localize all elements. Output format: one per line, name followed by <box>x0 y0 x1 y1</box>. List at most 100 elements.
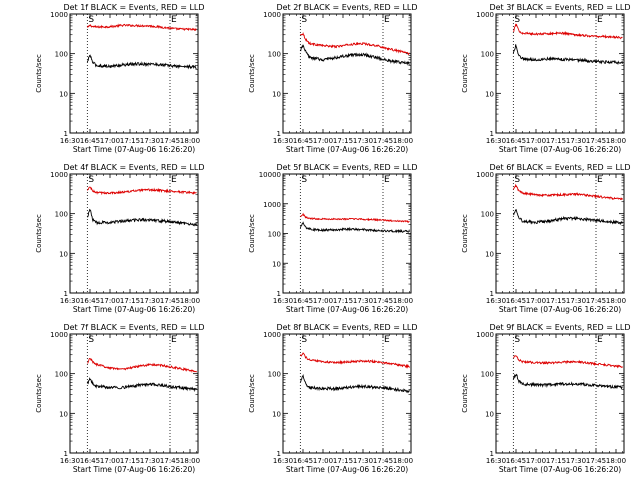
y-axis-label: Counts/sec <box>248 54 256 93</box>
x-tick-label: 17:00 <box>526 297 546 305</box>
x-tick-label: 17:45 <box>373 137 393 145</box>
x-tick-label: 18:00 <box>180 137 200 145</box>
x-tick-label: 18:00 <box>180 297 200 305</box>
marker-label-s: S <box>514 335 520 345</box>
x-tick-label: 16:45 <box>80 297 100 305</box>
marker-label-s: S <box>88 335 94 345</box>
y-tick-label: 1000 <box>476 331 494 339</box>
x-tick-label: 17:15 <box>333 137 353 145</box>
x-tick-label: 17:00 <box>100 137 120 145</box>
x-tick-label: 16:30 <box>273 297 293 305</box>
y-tick-label: 1 <box>64 290 68 298</box>
x-tick-label: 16:30 <box>486 457 506 465</box>
x-tick-label: 18:00 <box>393 457 413 465</box>
x-tick-label: 17:15 <box>120 457 140 465</box>
panel-2: Det 2f BLACK = Events, RED = LLD Counts/s… <box>248 3 418 154</box>
y-tick-label: 1000 <box>263 201 281 209</box>
panel-title: Det 1f BLACK = Events, RED = LLD <box>63 3 204 12</box>
x-tick-label: 16:30 <box>273 457 293 465</box>
y-tick-label: 1000 <box>50 171 68 179</box>
x-tick-label: 17:15 <box>546 457 566 465</box>
panel-7: Det 7f BLACK = Events, RED = LLD Counts/s… <box>35 323 205 474</box>
events-series-line <box>300 44 410 66</box>
panel-9: Det 9f BLACK = Events, RED = LLD Counts/s… <box>461 323 631 474</box>
plot-frame <box>282 333 412 454</box>
x-tick-label: 17:45 <box>586 137 606 145</box>
x-tick-label: 17:00 <box>526 457 546 465</box>
y-tick-label: 1 <box>277 290 281 298</box>
x-axis-label: Start Time (07-Aug-06 16:26:20) <box>286 305 408 314</box>
x-tick-label: 17:45 <box>160 297 180 305</box>
marker-label-e: E <box>384 335 390 345</box>
y-axis-label: Counts/sec <box>248 214 256 253</box>
x-tick-label: 17:00 <box>526 137 546 145</box>
marker-label-e: E <box>597 175 603 185</box>
x-tick-label: 16:45 <box>506 137 526 145</box>
y-tick-label: 1 <box>490 290 494 298</box>
marker-label-s: S <box>514 175 520 185</box>
x-tick-label: 16:45 <box>506 457 526 465</box>
x-axis-label: Start Time (07-Aug-06 16:26:20) <box>499 465 621 474</box>
panel-title: Det 6f BLACK = Events, RED = LLD <box>489 163 630 172</box>
plot-frame <box>495 173 625 294</box>
marker-label-s: S <box>301 335 307 345</box>
y-tick-label: 10 <box>272 410 281 418</box>
marker-label-s: S <box>301 175 307 185</box>
panel-4: Det 4f BLACK = Events, RED = LLD Counts/s… <box>35 163 205 314</box>
y-tick-label: 10 <box>272 90 281 98</box>
y-tick-label: 1000 <box>476 11 494 19</box>
lld-series-line <box>512 183 623 201</box>
events-series-line <box>513 208 623 226</box>
y-tick-label: 100 <box>268 231 281 239</box>
panel-3: Det 3f BLACK = Events, RED = LLD Counts/s… <box>461 3 631 154</box>
y-tick-label: 100 <box>481 371 494 379</box>
x-tick-label: 18:00 <box>393 297 413 305</box>
events-series-line <box>299 373 410 394</box>
panel-title: Det 4f BLACK = Events, RED = LLD <box>63 163 204 172</box>
x-axis-label: Start Time (07-Aug-06 16:26:20) <box>499 145 621 154</box>
panel-title: Det 2f BLACK = Events, RED = LLD <box>276 3 417 12</box>
plot-frame <box>69 13 199 134</box>
plot-frame <box>495 333 625 454</box>
x-axis-label: Start Time (07-Aug-06 16:26:20) <box>286 145 408 154</box>
x-tick-label: 16:45 <box>293 297 313 305</box>
y-tick-label: 100 <box>55 371 68 379</box>
marker-label-s: S <box>88 15 94 25</box>
y-tick-label: 1 <box>64 130 68 138</box>
y-tick-label: 1 <box>277 450 281 458</box>
y-tick-label: 10 <box>59 90 68 98</box>
x-tick-label: 17:30 <box>566 137 586 145</box>
x-tick-label: 16:45 <box>293 457 313 465</box>
x-tick-label: 16:45 <box>506 297 526 305</box>
plot-frame <box>69 173 199 294</box>
y-tick-label: 10 <box>485 410 494 418</box>
marker-label-s: S <box>301 15 307 25</box>
x-tick-label: 16:45 <box>80 457 100 465</box>
lld-series-line <box>300 31 410 56</box>
plot-frame <box>282 173 412 294</box>
y-tick-label: 100 <box>55 51 68 59</box>
x-tick-label: 17:30 <box>140 457 160 465</box>
marker-label-e: E <box>384 15 390 25</box>
panel-title: Det 5f BLACK = Events, RED = LLD <box>276 163 417 172</box>
events-series-line <box>87 208 197 227</box>
y-tick-label: 1 <box>490 450 494 458</box>
plot-frame <box>282 13 412 134</box>
x-tick-label: 17:15 <box>333 457 353 465</box>
y-tick-label: 10 <box>272 260 281 268</box>
x-tick-label: 17:30 <box>353 457 373 465</box>
lld-series-line <box>86 23 197 32</box>
y-axis-label: Counts/sec <box>35 214 43 253</box>
x-tick-label: 17:00 <box>100 297 120 305</box>
y-tick-label: 1000 <box>50 331 68 339</box>
x-tick-label: 16:45 <box>80 137 100 145</box>
x-tick-label: 16:30 <box>273 137 293 145</box>
x-tick-label: 18:00 <box>606 297 626 305</box>
lld-series-line <box>300 212 410 223</box>
x-tick-label: 17:30 <box>140 137 160 145</box>
x-tick-label: 16:30 <box>60 457 80 465</box>
x-tick-label: 17:00 <box>313 297 333 305</box>
x-tick-label: 17:45 <box>160 137 180 145</box>
panel-8: Det 8f BLACK = Events, RED = LLD Counts/s… <box>248 323 418 474</box>
